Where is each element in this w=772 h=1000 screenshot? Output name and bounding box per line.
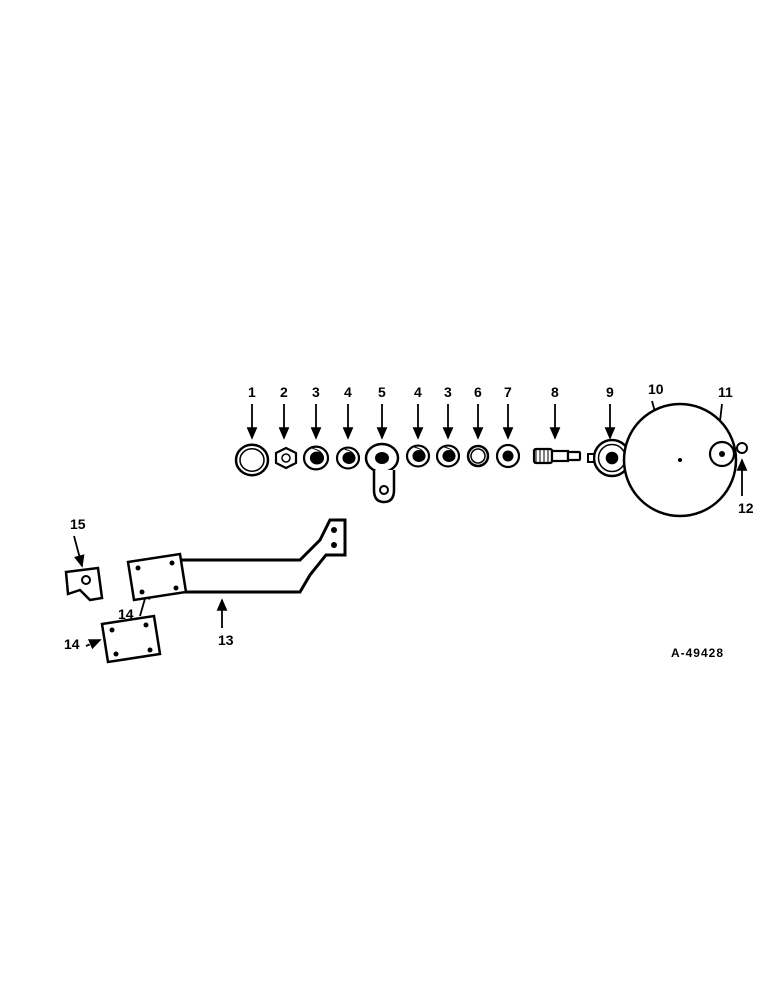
part-5-knuckle	[366, 444, 398, 502]
diagram-canvas: 1234543678910111213141415 A-49428	[0, 0, 772, 1000]
part-8-spindle	[534, 449, 580, 463]
callout-label-1: 1	[248, 384, 256, 400]
part-3-cup-washer	[304, 447, 328, 470]
part-1-ring-large	[236, 445, 268, 475]
callout-label-14: 14	[118, 606, 134, 622]
callout-label-7: 7	[504, 384, 512, 400]
callout-label-15: 15	[70, 516, 86, 532]
callout-label-3: 3	[444, 384, 452, 400]
part-7-seal	[497, 445, 519, 467]
callout-label-8: 8	[551, 384, 559, 400]
part-14-plate	[102, 616, 160, 662]
callout-label-14: 14	[64, 636, 80, 652]
callout-label-9: 9	[606, 384, 614, 400]
part-4-cone-washer	[407, 446, 429, 467]
part-12-nut-small	[737, 443, 747, 453]
part-13-arm	[172, 520, 345, 592]
callout-label-4: 4	[344, 384, 352, 400]
callout-label-12: 12	[738, 500, 754, 516]
part-11-small-disc	[710, 442, 734, 466]
callout-label-10: 10	[648, 381, 664, 397]
part-4-cone-washer	[337, 448, 359, 469]
part-14-plate	[128, 554, 186, 600]
drawing-number: A-49428	[671, 646, 724, 660]
part-3-cup-washer	[437, 446, 459, 467]
callout-label-4: 4	[414, 384, 422, 400]
callout-label-5: 5	[378, 384, 386, 400]
callout-label-11: 11	[718, 384, 733, 400]
callout-label-3: 3	[312, 384, 320, 400]
part-15-bracket	[66, 568, 102, 600]
part-6-ring-thin	[468, 446, 488, 466]
part-2-nut	[276, 448, 296, 468]
callout-label-6: 6	[474, 384, 482, 400]
callout-label-2: 2	[280, 384, 288, 400]
parts-drawing	[0, 0, 772, 1000]
callout-label-13: 13	[218, 632, 234, 648]
